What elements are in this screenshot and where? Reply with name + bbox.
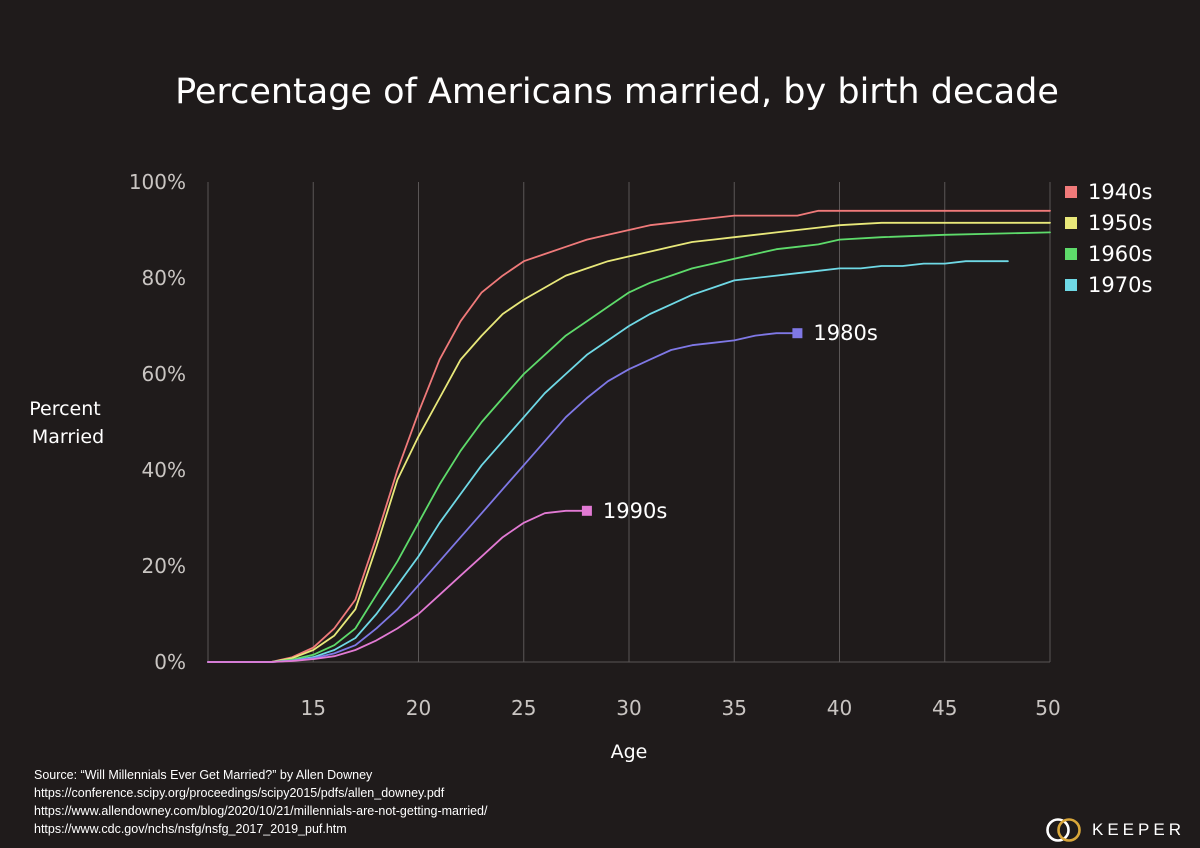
x-axis-ticks: 15 20 25 30 35 40 45 50: [301, 696, 1061, 720]
y-tick-label-0: 0%: [154, 650, 186, 674]
x-tick-label-20: 20: [406, 696, 431, 720]
end-markers: 1980s 1990s: [581, 321, 878, 523]
x-tick-label-40: 40: [827, 696, 852, 720]
series-end-marker-1990s: [581, 505, 592, 516]
y-axis-label-line-1: Percent: [29, 398, 101, 420]
y-tick-label-60: 60%: [142, 362, 186, 386]
source-notes: Source: “Will Millennials Ever Get Marri…: [34, 766, 487, 838]
x-tick-label-30: 30: [616, 696, 641, 720]
source-link-blog[interactable]: https://www.allendowney.com/blog/2020/10…: [34, 804, 488, 818]
keeper-logo: KEEPER: [1044, 812, 1185, 848]
x-tick-label-25: 25: [511, 696, 536, 720]
legend-label-1970s: 1970s: [1088, 273, 1152, 297]
x-tick-label-35: 35: [722, 696, 747, 720]
legend-swatch-1960s: [1065, 248, 1077, 260]
legend-swatch-1970s: [1065, 279, 1077, 291]
legend-swatch-1940s: [1065, 186, 1077, 198]
y-axis-label: Percent Married: [29, 398, 107, 448]
series-lines: [207, 209, 1051, 663]
y-axis-label-line-2: Married: [32, 426, 104, 448]
grid-lines: [312, 182, 1051, 662]
legend: 1940s 1950s 1960s 1970s: [1065, 180, 1152, 297]
y-tick-label-20: 20%: [142, 554, 186, 578]
y-tick-label-100: 100%: [129, 170, 186, 194]
series-line-1960s: [207, 231, 1051, 663]
series-line-1990s: [207, 509, 588, 663]
x-tick-label-45: 45: [932, 696, 957, 720]
legend-label-1940s: 1940s: [1088, 180, 1152, 204]
source-link-scipy[interactable]: https://conference.scipy.org/proceedings…: [34, 786, 445, 800]
interlocking-rings-icon: [1046, 818, 1081, 842]
y-axis-ticks: 0% 20% 40% 60% 80% 100%: [129, 170, 186, 674]
x-tick-label-15: 15: [301, 696, 326, 720]
brand-name: KEEPER: [1092, 820, 1185, 839]
y-tick-label-40: 40%: [142, 458, 186, 482]
series-end-marker-1980s: [792, 328, 803, 339]
legend-swatch-1950s: [1065, 217, 1077, 229]
source-citation: Source: “Will Millennials Ever Get Marri…: [34, 768, 373, 782]
x-tick-label-50: 50: [1035, 696, 1060, 720]
series-line-1950s: [207, 221, 1051, 663]
y-tick-label-80: 80%: [142, 266, 186, 290]
series-end-label-1990s: 1990s: [603, 499, 667, 523]
series-line-1980s: [207, 332, 799, 663]
series-end-label-1980s: 1980s: [813, 321, 877, 345]
x-axis-label: Age: [611, 741, 648, 763]
series-line-1970s: [207, 260, 1009, 663]
legend-label-1950s: 1950s: [1088, 211, 1152, 235]
source-link-cdc[interactable]: https://www.cdc.gov/nchs/nsfg/nsfg_2017_…: [34, 822, 347, 836]
legend-label-1960s: 1960s: [1088, 242, 1152, 266]
chart-title: Percentage of Americans married, by birt…: [175, 72, 1059, 112]
series-line-1940s: [207, 209, 1051, 663]
